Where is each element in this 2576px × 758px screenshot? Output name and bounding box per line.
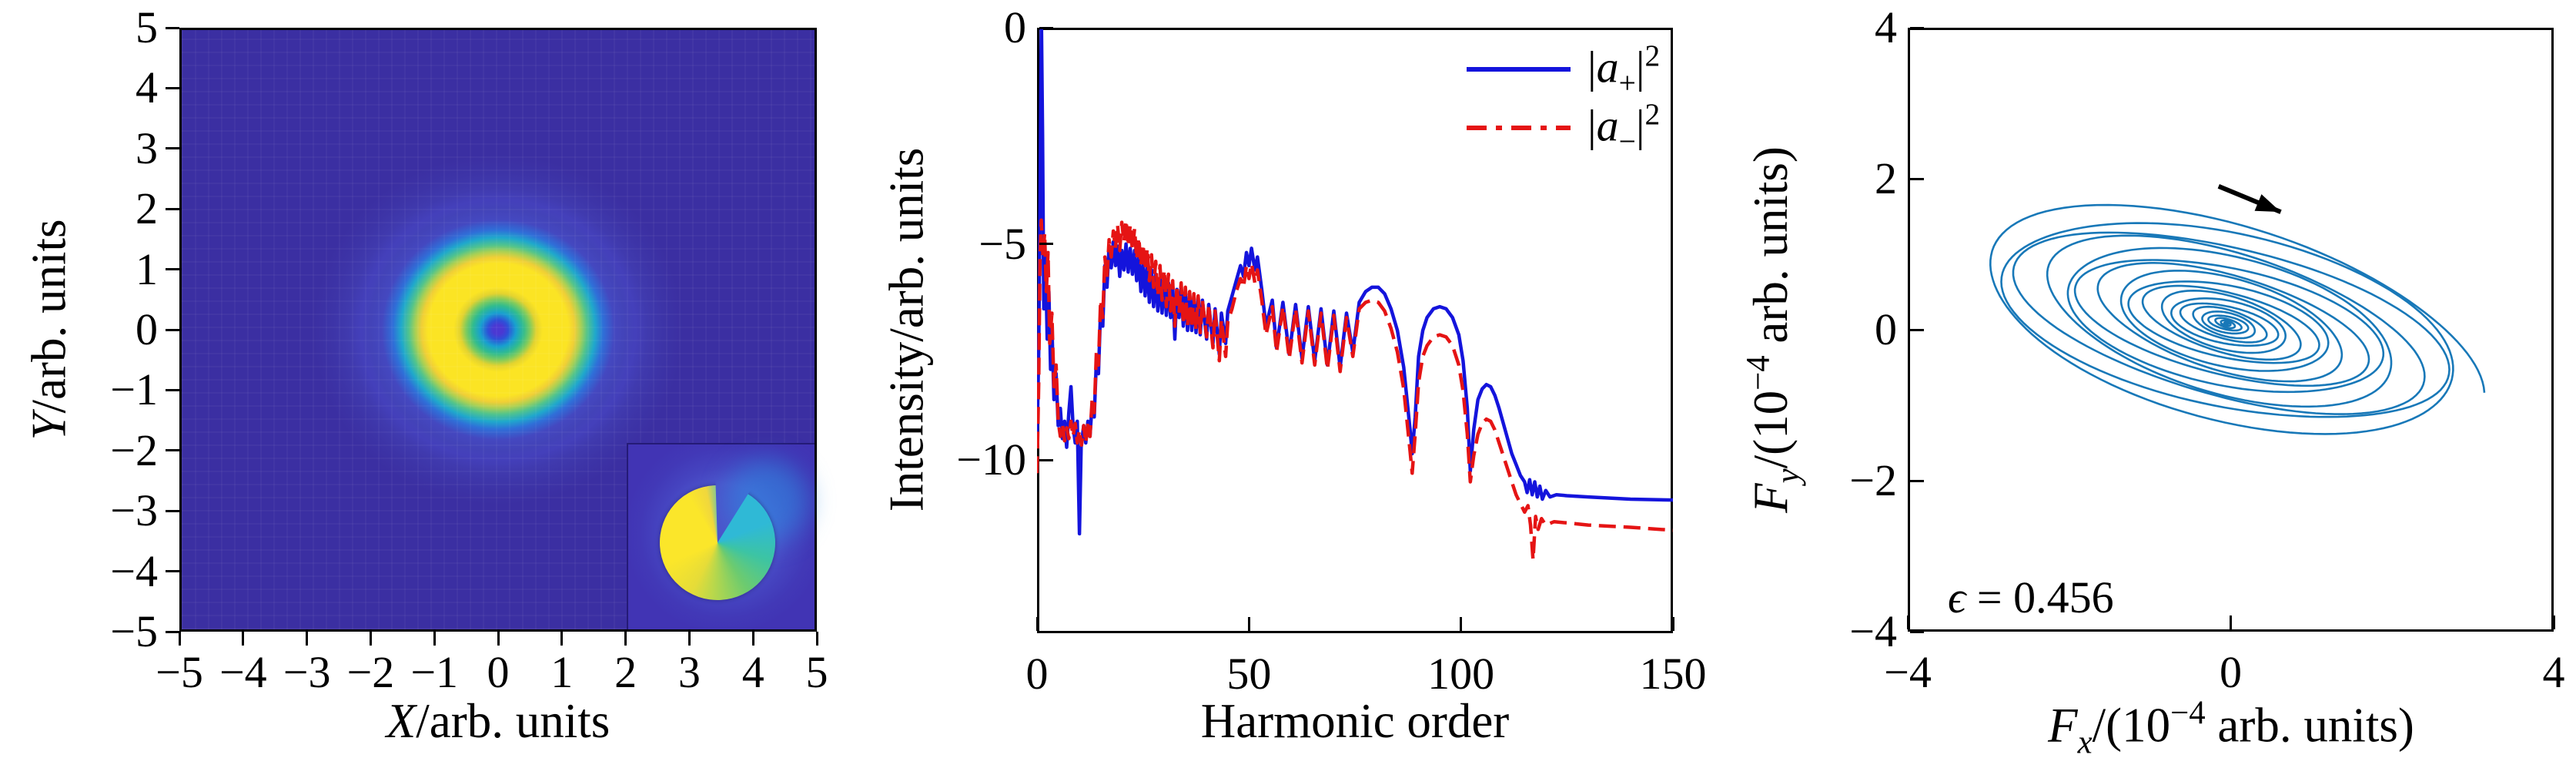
y-tick-mark xyxy=(1910,479,1924,482)
y-tick-label: 2 xyxy=(135,183,158,234)
x-tick-label: 2 xyxy=(614,647,637,697)
legend-line-solid-blue xyxy=(1467,67,1571,72)
y-tick-mark xyxy=(166,147,179,150)
force-y-axis-title: Fy/(10−4 arb. units) xyxy=(1740,146,1806,513)
y-tick-label: −2 xyxy=(110,424,158,475)
y-tick-label: 0 xyxy=(1004,2,1026,52)
y-tick-mark xyxy=(166,26,179,29)
y-tick-label: −5 xyxy=(979,218,1026,269)
y-tick-label: 4 xyxy=(1875,2,1897,52)
y-tick-mark xyxy=(166,86,179,89)
y-tick-label: −4 xyxy=(110,545,158,596)
x-tick-mark xyxy=(1460,617,1463,631)
y-tick-mark xyxy=(1039,26,1053,29)
x-tick-mark xyxy=(306,632,309,646)
legend-entry-a-plus: |a+|2 xyxy=(1467,39,1661,100)
beam-x-axis-title: X/arb. units xyxy=(386,694,611,748)
x-tick-mark xyxy=(497,632,500,646)
y-tick-mark xyxy=(166,509,179,512)
y-tick-label: 3 xyxy=(135,122,158,173)
y-tick-label: 1 xyxy=(135,243,158,294)
x-tick-label: 150 xyxy=(1639,649,1707,699)
legend-entry-a-minus: |a−|2 xyxy=(1467,97,1661,159)
y-tick-mark xyxy=(166,328,179,331)
spectrum-curve-a-minus xyxy=(1037,218,1673,562)
x-tick-label: 5 xyxy=(805,647,828,697)
x-tick-label: 50 xyxy=(1226,649,1272,699)
x-tick-label: 0 xyxy=(1025,649,1049,699)
y-tick-mark xyxy=(1910,177,1924,180)
legend-label-a-minus: |a−|2 xyxy=(1587,97,1661,159)
y-tick-label: −10 xyxy=(956,434,1026,485)
x-tick-label: 4 xyxy=(741,647,764,697)
x-tick-label: −2 xyxy=(346,647,395,697)
x-tick-label: −1 xyxy=(410,647,459,697)
y-tick-label: 5 xyxy=(135,2,158,52)
spectrum-x-axis-title: Harmonic order xyxy=(1200,694,1510,748)
legend-label-a-plus: |a+|2 xyxy=(1587,39,1661,100)
spectrum-legend: |a+|2 |a−|2 xyxy=(1467,39,1661,159)
legend-line-dashdot-red xyxy=(1467,126,1571,130)
beam-intensity-heatmap-panel xyxy=(179,28,817,632)
beam-y-axis-title: Y/arb. units xyxy=(22,219,76,441)
x-tick-label: −3 xyxy=(283,647,331,697)
y-tick-label: −1 xyxy=(110,364,158,415)
y-tick-label: 0 xyxy=(1875,304,1897,354)
x-tick-label: 0 xyxy=(2220,647,2242,697)
x-tick-mark xyxy=(1671,617,1674,631)
x-tick-mark xyxy=(2552,615,2555,629)
x-tick-mark xyxy=(815,632,818,646)
y-tick-label: −4 xyxy=(1849,606,1897,656)
harmonic-spectrum-curves xyxy=(1037,28,1673,562)
y-tick-label: 0 xyxy=(135,304,158,354)
x-tick-label: 3 xyxy=(677,647,701,697)
x-tick-mark xyxy=(560,632,564,646)
y-tick-mark xyxy=(166,449,179,452)
x-tick-mark xyxy=(1247,617,1250,631)
x-tick-mark xyxy=(242,632,245,646)
x-tick-label: 1 xyxy=(550,647,574,697)
y-tick-mark xyxy=(166,630,179,633)
x-tick-mark xyxy=(687,632,691,646)
x-tick-mark xyxy=(433,632,436,646)
y-tick-mark xyxy=(166,388,179,391)
spectrum-y-axis-title: Intensity/arb. units xyxy=(879,147,934,512)
force-spiral-trajectory xyxy=(1989,184,2486,435)
force-x-axis-title: Fx/(10−4 arb. units) xyxy=(2048,695,2414,758)
y-tick-mark xyxy=(1039,243,1053,246)
x-tick-label: −4 xyxy=(1884,647,1932,697)
y-tick-mark xyxy=(166,570,179,573)
direction-arrow-head xyxy=(2254,194,2281,213)
phase-distribution-inset xyxy=(627,443,815,629)
x-tick-mark xyxy=(624,632,627,646)
y-tick-mark xyxy=(1910,328,1924,331)
x-tick-label: −4 xyxy=(219,647,267,697)
x-tick-mark xyxy=(1906,615,1909,629)
x-tick-mark xyxy=(2230,615,2232,629)
y-tick-label: −3 xyxy=(110,485,158,536)
x-tick-mark xyxy=(178,632,181,646)
x-tick-mark xyxy=(1035,617,1039,631)
y-tick-mark xyxy=(1910,630,1924,633)
y-tick-mark xyxy=(1039,458,1053,461)
x-tick-label: 0 xyxy=(487,647,510,697)
y-tick-label: −5 xyxy=(110,606,158,656)
y-tick-label: 2 xyxy=(1875,153,1897,203)
y-tick-mark xyxy=(166,268,179,271)
x-tick-mark xyxy=(751,632,754,646)
x-tick-mark xyxy=(369,632,372,646)
y-tick-label: 4 xyxy=(135,62,158,113)
x-tick-label: −5 xyxy=(156,647,203,697)
y-tick-label: −2 xyxy=(1849,455,1897,505)
force-spiral-path xyxy=(1989,203,2486,435)
x-tick-label: 4 xyxy=(2542,647,2565,697)
y-tick-mark xyxy=(166,207,179,210)
y-tick-mark xyxy=(1910,26,1924,29)
x-tick-label: 100 xyxy=(1427,649,1495,699)
ellipticity-annotation: ϵ = 0.456 xyxy=(1948,572,2114,622)
